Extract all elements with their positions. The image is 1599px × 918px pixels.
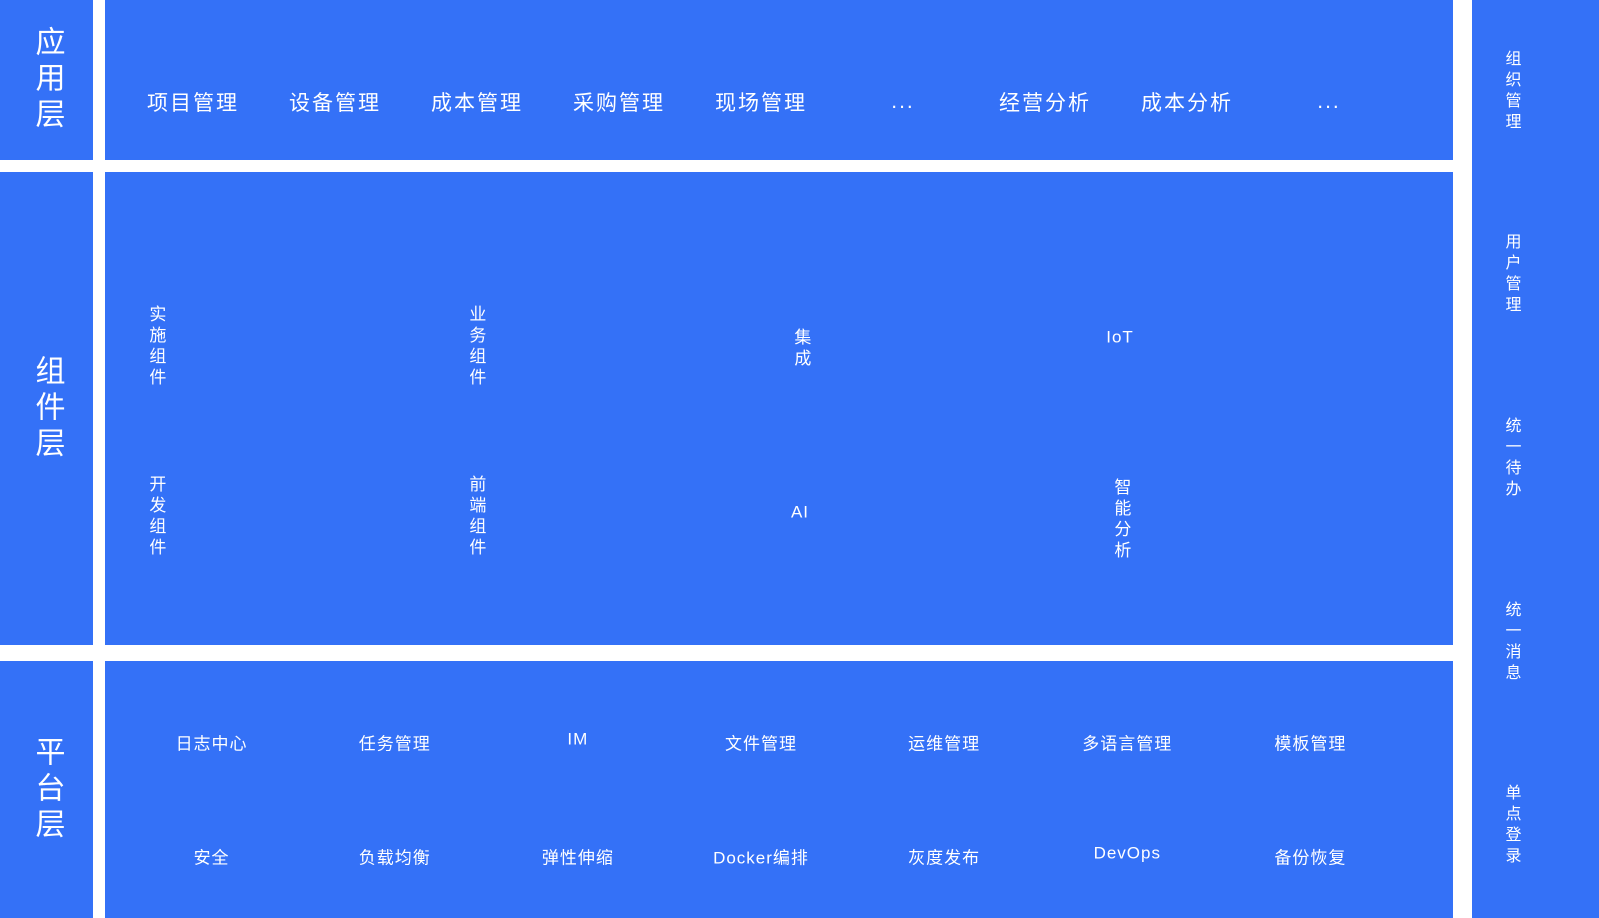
platform-module-label: 弹性伸缩 xyxy=(541,848,614,868)
component-module-label: 业务组件 xyxy=(466,305,486,389)
right-sidebar-item: 用户管理 xyxy=(1502,233,1520,318)
app-module-label: 设备管理 xyxy=(289,92,381,115)
platform-module-label: 负载均衡 xyxy=(358,848,431,868)
platform-module-label: 任务管理 xyxy=(358,734,431,754)
platform-module-label: 安全 xyxy=(193,848,230,868)
app-module-label: 采购管理 xyxy=(573,92,665,115)
platform-module-label: 文件管理 xyxy=(724,734,797,754)
platform-module-label: 备份恢复 xyxy=(1274,848,1347,868)
platform-layer-panel: 日志中心 任务管理 IM 文件管理 运维管理 多语言管理 模板管理 安全 负载均… xyxy=(105,661,1453,918)
component-module-label: 前端组件 xyxy=(466,475,486,560)
platform-module-label: 多语言管理 xyxy=(1082,734,1173,754)
component-layer-side-panel: 组件层 xyxy=(0,172,93,645)
component-layer-label: 组件层 xyxy=(30,354,64,463)
ellipsis-label: ... xyxy=(1317,90,1341,113)
right-sidebar-item: 统一消息 xyxy=(1502,600,1520,685)
app-module-label: 项目管理 xyxy=(147,92,239,115)
app-layer-panel: 项目管理 设备管理 成本管理 采购管理 现场管理 ... 经营分析 成本分析 .… xyxy=(105,0,1453,160)
component-module-label: AI xyxy=(790,502,810,522)
platform-row-2: 安全 负载均衡 弹性伸缩 Docker编排 灰度发布 DevOps 备份恢复 xyxy=(105,844,1453,869)
component-module-label: 开发组件 xyxy=(146,475,166,560)
right-sidebar-item: 统一待办 xyxy=(1502,416,1520,501)
app-module-label: 经营分析 xyxy=(999,92,1091,115)
app-layer-label: 应用层 xyxy=(30,26,64,134)
app-layer-side-panel: 应用层 xyxy=(0,0,93,160)
component-module-label: IoT xyxy=(1106,327,1134,347)
platform-row-1: 日志中心 任务管理 IM 文件管理 运维管理 多语言管理 模板管理 xyxy=(105,729,1453,754)
component-module-label: 智能分析 xyxy=(1111,477,1131,562)
platform-module-label: 运维管理 xyxy=(908,734,981,754)
ellipsis-label: ... xyxy=(891,90,915,113)
platform-module-label: 灰度发布 xyxy=(908,848,981,868)
platform-module-label: DevOps xyxy=(1093,843,1161,863)
component-layer-panel: 实施组件 业务组件 集成 IoT 开发组件 前端组件 AI 智能分析 xyxy=(105,172,1453,645)
platform-module-label: Docker编排 xyxy=(713,848,809,868)
app-module-label: 现场管理 xyxy=(715,92,807,115)
right-sidebar-panel: 组织管理 用户管理 统一待办 统一消息 单点登录 xyxy=(1472,0,1599,918)
platform-module-label: 模板管理 xyxy=(1274,734,1347,754)
platform-module-label: 日志中心 xyxy=(175,734,248,754)
app-module-label: 成本管理 xyxy=(431,92,523,115)
platform-module-label: IM xyxy=(567,729,589,749)
platform-layer-side-panel: 平台层 xyxy=(0,661,93,918)
right-sidebar-item: 单点登录 xyxy=(1502,784,1520,869)
platform-layer-label: 平台层 xyxy=(30,735,64,844)
component-module-label: 实施组件 xyxy=(146,305,166,389)
right-sidebar-item: 组织管理 xyxy=(1502,49,1520,134)
app-module-label: 成本分析 xyxy=(1141,92,1233,115)
component-module-label: 集成 xyxy=(791,328,811,371)
